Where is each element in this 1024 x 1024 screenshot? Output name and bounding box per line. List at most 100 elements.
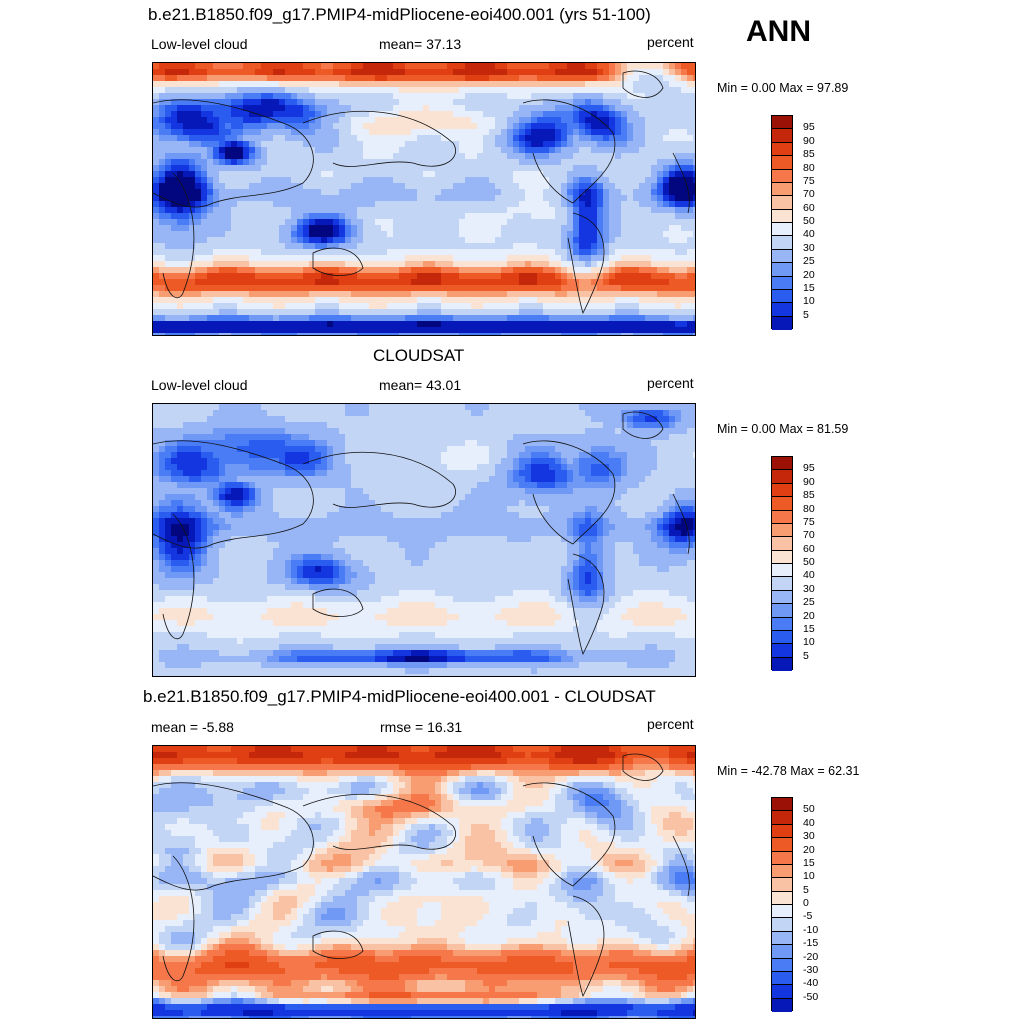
colorbar-tick-label: 75 [803,515,815,528]
colorbar-tick-label: 30 [803,830,815,843]
colorbar-tick-label: 15 [803,281,815,294]
colorbar-box [772,891,792,905]
colorbar-box [772,811,792,825]
panel-diff-minmax: Min = -42.78 Max = 62.31 [717,764,860,778]
colorbar-tick-label: 5 [803,883,809,896]
panel-model-mean: mean= 37.13 [379,36,462,52]
colorbar-tick-label: -50 [803,990,819,1003]
coastline [302,793,456,850]
colorbar-box [772,604,792,618]
colorbar-box [772,864,792,879]
colorbar-box [772,985,792,999]
panel-model-title: b.e21.B1850.f09_g17.PMIP4-midPliocene-eo… [148,5,651,24]
coastline [672,835,690,897]
colorbar-box [772,617,792,631]
colorbar-box [772,497,792,511]
colorbar-box [772,129,792,143]
map-obs [152,403,696,677]
coastline [153,99,314,208]
colorbar-tick-label: 60 [803,542,815,555]
colorbar-tick-label: 10 [803,636,815,649]
colorbar-tick-label: 50 [803,215,815,227]
colorbar-box [772,116,792,130]
coastline [567,212,605,315]
colorbar-box [772,169,792,183]
colorbar-tick-label: 25 [803,255,815,268]
map-obs-canvas [153,404,695,676]
colorbar-tick-label: 80 [803,502,815,515]
colorbar-box [772,577,792,591]
colorbar-tick-label: 50 [803,556,815,568]
panel-obs-units: percent [647,375,694,391]
colorbar-box [772,303,792,317]
colorbar-box [772,523,792,538]
colorbar-box [772,958,792,972]
panel-obs-minmax: Min = 0.00 Max = 81.59 [717,422,849,436]
coastline [162,855,195,982]
colorbar-tick-label: 95 [803,462,815,475]
coastline [312,247,364,276]
colorbar-tick-label: 85 [803,489,815,502]
colorbar-box [772,945,792,959]
map-diff-canvas [153,746,695,1018]
colorbar-tick-label: 5 [803,308,809,321]
colorbar-tick-label: 20 [803,268,815,281]
colorbar-box [772,971,792,986]
colorbar-tick-label: 25 [803,596,815,609]
colorbar-box [772,457,792,471]
panel-diff-title: b.e21.B1850.f09_g17.PMIP4-midPliocene-eo… [143,687,656,706]
colorbar-tick-label: 20 [803,843,815,856]
map-diff [152,745,696,1019]
colorbar-box [772,316,792,330]
colorbar-tick-label: -40 [803,977,819,990]
season-label: ANN [746,15,811,48]
colorbar-box [772,236,792,250]
colorbar-box [772,918,792,932]
panel-diff-mean: mean = -5.88 [151,719,234,735]
colorbar-tick-label: 0 [803,897,809,909]
colorbar-tick-label: 75 [803,174,815,187]
colorbar-tick-label: 40 [803,228,815,241]
colorbar-box [772,851,792,865]
coastline [672,493,690,555]
colorbar-box [772,564,792,578]
colorbar-box [772,998,792,1012]
coastline [312,588,364,617]
panel-model-variable: Low-level cloud [151,36,248,52]
colorbar-box [772,276,792,290]
colorbar-box [772,590,792,605]
colorbar-tick-label: 95 [803,121,815,134]
colorbar-box [772,289,792,304]
colorbar-box [772,196,792,210]
colorbar-box [772,905,792,919]
colorbar-tick-label: 40 [803,816,815,829]
colorbar-box [772,630,792,645]
colorbar-tick-label: -30 [803,963,819,976]
colorbar-tick-label: 90 [803,134,815,147]
coastline [302,451,456,508]
colorbar-tick-label: 85 [803,148,815,161]
colorbar-box [772,657,792,671]
panel-obs-mean: mean= 43.01 [379,377,462,393]
colorbar-tick-label: 15 [803,622,815,635]
colorbar-tick-label: -15 [803,937,819,950]
colorbar-tick-label: 60 [803,201,815,214]
colorbar-box [772,878,792,892]
coastline [672,152,690,214]
coastline [162,513,195,640]
coastline [312,930,364,959]
map-model-canvas [153,63,695,335]
colorbar-tick-label: 40 [803,569,815,582]
colorbar-box [772,209,792,223]
colorbar-box [772,550,792,564]
coastline [522,99,616,204]
colorbar-tick-label: -5 [803,910,813,923]
colorbar-box [772,483,792,498]
colorbar-tick-label: 15 [803,856,815,869]
coastline [302,110,456,167]
colorbar-box [772,142,792,157]
colorbar-tick-label: 30 [803,582,815,595]
map-model [152,62,696,336]
coastline [622,70,664,98]
panel-obs-title: CLOUDSAT [373,346,465,365]
